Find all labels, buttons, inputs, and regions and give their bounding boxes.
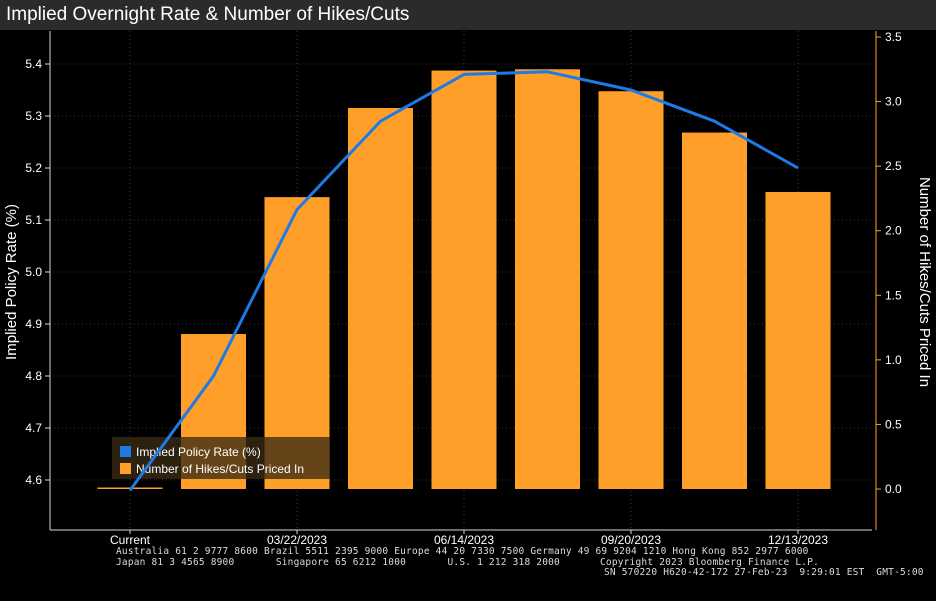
left-tick-label: 4.8 xyxy=(25,369,42,383)
x-tick-label: 12/13/2023 xyxy=(768,533,828,547)
bar-3 xyxy=(348,108,413,490)
left-tick-label: 4.7 xyxy=(25,421,42,435)
bar-5 xyxy=(515,69,580,490)
rate-line xyxy=(128,70,799,492)
right-tick-label: 0.0 xyxy=(885,482,902,496)
left-tick-label: 5.2 xyxy=(25,161,42,175)
left-tick-label: 5.0 xyxy=(25,265,42,279)
legend-box xyxy=(112,437,330,479)
left-axis-title: Implied Policy Rate (%) xyxy=(3,204,20,360)
footer-line-2b: Copyright 2023 Bloomberg Finance L.P. xyxy=(600,557,820,568)
legend-swatch-line xyxy=(120,446,131,457)
x-tick-label: 09/20/2023 xyxy=(601,533,661,547)
x-tick-label: Current xyxy=(110,533,151,547)
left-tick-label: 5.3 xyxy=(25,109,42,123)
chart-title: Implied Overnight Rate & Number of Hikes… xyxy=(6,4,410,25)
legend-swatch-bar xyxy=(120,463,131,474)
bar-6 xyxy=(598,91,664,490)
bar-7 xyxy=(682,132,747,489)
legend-label-bar: Number of Hikes/Cuts Priced In xyxy=(136,462,304,476)
right-tick-label: 2.0 xyxy=(885,224,902,238)
right-tick-label: 1.0 xyxy=(885,353,902,367)
right-tick-label: 3.0 xyxy=(885,95,902,109)
left-tick-label: 5.1 xyxy=(25,213,42,227)
footer-line-1: Australia 61 2 9777 8600 Brazil 5511 239… xyxy=(116,546,809,557)
right-tick-label: 1.5 xyxy=(885,288,902,302)
left-tick-label: 4.6 xyxy=(25,473,42,487)
left-tick-label: 5.4 xyxy=(25,57,42,71)
right-tick-label: 3.5 xyxy=(885,30,902,44)
x-tick-label: 06/14/2023 xyxy=(434,533,494,547)
footer-line-3: SN 570220 H620-42-172 27-Feb-23 9:29:01 … xyxy=(604,567,924,578)
left-tick-label: 4.9 xyxy=(25,317,42,331)
title-bar: Implied Overnight Rate & Number of Hikes… xyxy=(0,0,936,30)
right-tick-label: 0.5 xyxy=(885,417,902,431)
right-tick-label: 2.5 xyxy=(885,159,902,173)
legend-label-line: Implied Policy Rate (%) xyxy=(136,445,261,459)
footer-line-2a: Japan 81 3 4565 8900 Singapore 65 6212 1… xyxy=(116,557,560,568)
bar-8 xyxy=(765,191,831,489)
right-axis-title: Number of Hikes/Cuts Priced In xyxy=(916,177,933,387)
bar-4 xyxy=(431,70,497,489)
x-tick-label: 03/22/2023 xyxy=(267,533,327,547)
